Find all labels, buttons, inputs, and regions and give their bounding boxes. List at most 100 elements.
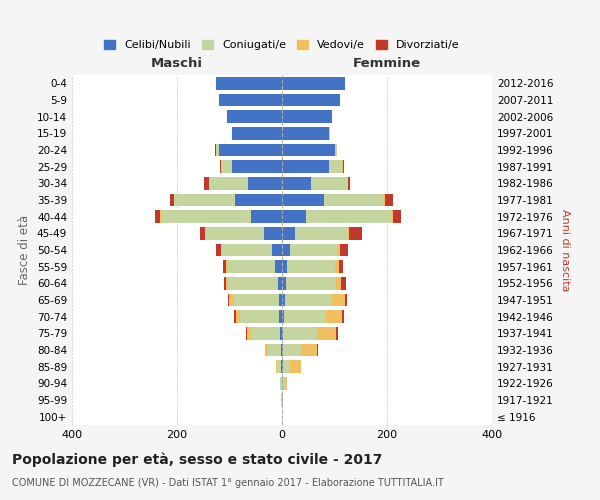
Bar bbox=[282, 344, 283, 356]
Bar bbox=[394, 210, 401, 223]
Bar bbox=[347, 177, 350, 190]
Bar bbox=[326, 310, 342, 323]
Bar bbox=[170, 194, 174, 206]
Bar bbox=[221, 160, 232, 173]
Bar bbox=[277, 360, 281, 373]
Bar bbox=[229, 294, 234, 306]
Bar bbox=[206, 227, 263, 239]
Bar bbox=[278, 277, 282, 289]
Bar bbox=[345, 294, 347, 306]
Bar bbox=[160, 210, 161, 223]
Bar bbox=[226, 260, 227, 273]
Bar bbox=[217, 244, 221, 256]
Bar bbox=[221, 244, 271, 256]
Bar bbox=[251, 210, 282, 223]
Bar bbox=[282, 94, 340, 106]
Bar bbox=[295, 227, 347, 239]
Text: Popolazione per età, sesso e stato civile - 2017: Popolazione per età, sesso e stato civil… bbox=[12, 452, 382, 467]
Bar bbox=[338, 260, 343, 273]
Bar bbox=[236, 310, 240, 323]
Bar bbox=[282, 260, 287, 273]
Bar bbox=[281, 344, 282, 356]
Bar bbox=[219, 94, 282, 106]
Bar bbox=[234, 294, 279, 306]
Bar bbox=[217, 144, 219, 156]
Bar bbox=[248, 177, 282, 190]
Bar bbox=[246, 327, 247, 340]
Bar bbox=[271, 244, 282, 256]
Bar bbox=[305, 210, 392, 223]
Bar bbox=[282, 277, 286, 289]
Bar bbox=[200, 227, 205, 239]
Bar bbox=[282, 127, 329, 140]
Bar bbox=[219, 144, 282, 156]
Bar bbox=[240, 310, 280, 323]
Bar bbox=[282, 177, 311, 190]
Bar bbox=[282, 77, 345, 90]
Bar bbox=[280, 327, 282, 340]
Bar bbox=[329, 160, 343, 173]
Bar bbox=[263, 227, 282, 239]
Legend: Celibi/Nubili, Coniugati/e, Vedovi/e, Divorziati/e: Celibi/Nubili, Coniugati/e, Vedovi/e, Di… bbox=[100, 35, 464, 54]
Bar bbox=[280, 310, 282, 323]
Bar bbox=[284, 310, 326, 323]
Bar bbox=[232, 160, 282, 173]
Bar bbox=[227, 260, 275, 273]
Bar bbox=[280, 377, 282, 390]
Bar bbox=[286, 277, 336, 289]
Bar bbox=[282, 294, 284, 306]
Text: Maschi: Maschi bbox=[151, 57, 203, 70]
Bar bbox=[209, 177, 248, 190]
Bar bbox=[342, 310, 344, 323]
Bar bbox=[223, 260, 226, 273]
Bar bbox=[282, 210, 305, 223]
Bar bbox=[235, 194, 282, 206]
Bar bbox=[301, 344, 317, 356]
Bar bbox=[340, 244, 347, 256]
Y-axis label: Fasce di età: Fasce di età bbox=[19, 215, 31, 285]
Bar bbox=[265, 344, 268, 356]
Bar bbox=[335, 144, 337, 156]
Bar bbox=[317, 327, 335, 340]
Bar bbox=[282, 310, 284, 323]
Bar bbox=[284, 377, 287, 390]
Bar bbox=[275, 260, 282, 273]
Bar bbox=[283, 344, 301, 356]
Bar bbox=[290, 244, 337, 256]
Bar bbox=[341, 277, 346, 289]
Bar bbox=[234, 310, 236, 323]
Bar bbox=[276, 360, 277, 373]
Y-axis label: Anni di nascita: Anni di nascita bbox=[560, 209, 570, 291]
Bar bbox=[175, 194, 235, 206]
Bar bbox=[317, 344, 318, 356]
Bar bbox=[347, 227, 349, 239]
Bar bbox=[282, 144, 335, 156]
Bar bbox=[284, 294, 332, 306]
Bar bbox=[251, 327, 280, 340]
Text: Femmine: Femmine bbox=[353, 57, 421, 70]
Bar bbox=[282, 110, 332, 123]
Bar bbox=[155, 210, 160, 223]
Bar bbox=[343, 160, 344, 173]
Bar bbox=[217, 77, 282, 90]
Bar bbox=[311, 177, 347, 190]
Bar bbox=[349, 227, 362, 239]
Bar bbox=[337, 244, 340, 256]
Bar bbox=[161, 210, 251, 223]
Bar bbox=[220, 160, 221, 173]
Bar bbox=[247, 327, 251, 340]
Bar bbox=[392, 210, 394, 223]
Bar bbox=[268, 344, 281, 356]
Bar bbox=[282, 227, 295, 239]
Bar bbox=[282, 194, 324, 206]
Bar bbox=[336, 277, 341, 289]
Bar bbox=[329, 127, 331, 140]
Bar bbox=[204, 177, 209, 190]
Text: COMUNE DI MOZZECANE (VR) - Dati ISTAT 1° gennaio 2017 - Elaborazione TUTTITALIA.: COMUNE DI MOZZECANE (VR) - Dati ISTAT 1°… bbox=[12, 478, 444, 488]
Bar bbox=[335, 260, 338, 273]
Bar bbox=[282, 327, 283, 340]
Bar bbox=[332, 294, 345, 306]
Bar bbox=[324, 194, 385, 206]
Bar bbox=[228, 277, 278, 289]
Bar bbox=[282, 244, 290, 256]
